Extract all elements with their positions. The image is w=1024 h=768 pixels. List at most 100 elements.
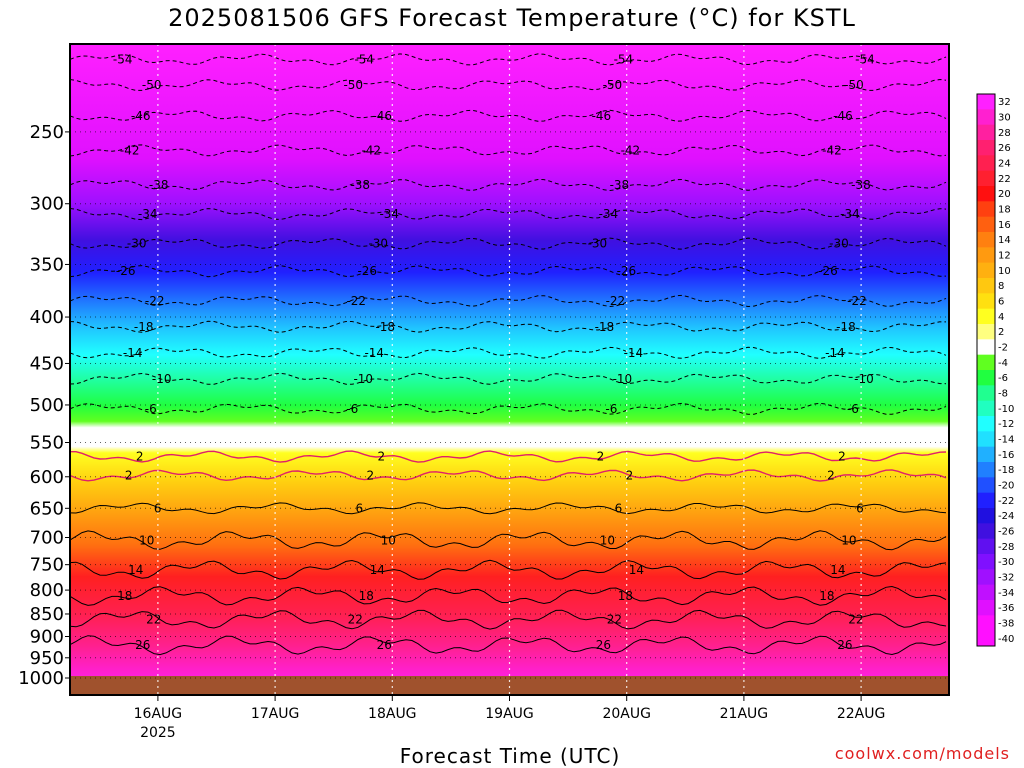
- contour-label: 14: [370, 563, 385, 577]
- contour-label: 22: [848, 613, 863, 627]
- contour-label: -46: [372, 109, 392, 123]
- x-tick-label: 21AUG: [720, 706, 769, 722]
- colorbar-swatch: [977, 600, 995, 616]
- y-tick-label: 250: [30, 122, 64, 143]
- colorbar-swatch: [977, 416, 995, 432]
- colorbar-label: -24: [998, 511, 1014, 522]
- colorbar-label: -26: [998, 527, 1014, 538]
- contour-label: -18: [375, 320, 395, 334]
- contour-lines: [70, 53, 947, 656]
- contour-label: -50: [844, 78, 864, 92]
- x-tick-label: 17AUG: [251, 706, 300, 722]
- y-tick-label: 300: [30, 194, 64, 215]
- contour-labels: -54 -54 -54 -54 -50 -50 -50 -50 -46 -46 -46 -46 -42 -…: [113, 52, 875, 652]
- colorbar-label: -14: [998, 435, 1014, 446]
- colorbar-swatch: [977, 554, 995, 570]
- contour-label: -38: [610, 178, 630, 192]
- colorbar-swatch: [977, 278, 995, 294]
- colorbar-label: -22: [998, 496, 1014, 507]
- colorbar-swatch: [977, 308, 995, 325]
- colorbar-swatch: [977, 400, 995, 417]
- colorbar-swatch: [977, 324, 995, 340]
- colorbar-label: -36: [998, 603, 1014, 614]
- contour-line: [70, 372, 947, 385]
- contour-label: 2: [838, 450, 846, 464]
- colorbar-swatch: [977, 216, 995, 233]
- contour-label: -18: [836, 320, 856, 334]
- contour-label: 2: [626, 468, 634, 482]
- contour-label: -50: [343, 78, 363, 92]
- colorbar-swatch: [977, 354, 995, 371]
- contour-label: -26: [617, 264, 637, 278]
- contour-label: -6: [145, 402, 157, 416]
- contour-label: 6: [856, 501, 864, 515]
- y-axis: 2503003504004505005506006507007508008509…: [18, 122, 70, 689]
- contour-label: -42: [120, 143, 140, 157]
- x-tick-label: 19AUG: [485, 706, 534, 722]
- colorbar-swatch: [977, 140, 995, 156]
- colorbar-label: 8: [998, 281, 1004, 292]
- contour-line: [70, 585, 947, 606]
- colorbar-swatch: [977, 201, 995, 218]
- contour-line: [70, 320, 947, 333]
- y-tick-label: 400: [30, 307, 64, 328]
- contour-label: -14: [123, 346, 143, 360]
- colorbar-label: 2: [998, 327, 1004, 338]
- contour-label: -26: [818, 264, 838, 278]
- colorbar-label: 4: [998, 312, 1004, 323]
- colorbar-swatch: [977, 477, 995, 494]
- contour-label: -42: [822, 143, 842, 157]
- colorbar-label: -16: [998, 450, 1014, 461]
- contour-label: 2: [597, 450, 605, 464]
- contour-label: 14: [629, 563, 644, 577]
- colorbar-swatch: [977, 339, 995, 356]
- contour-label: -38: [851, 178, 871, 192]
- y-tick-label: 450: [30, 353, 64, 374]
- contour-label: -34: [599, 207, 619, 221]
- y-tick-label: 650: [30, 498, 64, 519]
- colorbar-swatch: [977, 615, 995, 632]
- colorbar-label: 22: [998, 174, 1011, 185]
- contour-label: 26: [837, 638, 852, 652]
- colorbar-label: -18: [998, 465, 1014, 476]
- colorbar-label: -28: [998, 542, 1014, 553]
- contour-label: 26: [135, 638, 150, 652]
- contour-label: -6: [847, 402, 859, 416]
- contour-label: 26: [377, 638, 392, 652]
- colorbar-label: 10: [998, 266, 1011, 277]
- contour-label: -18: [134, 320, 154, 334]
- temperature-field: [70, 44, 949, 678]
- y-tick-label: 850: [30, 604, 64, 625]
- contour-line: [70, 530, 947, 551]
- y-tick-label: 550: [30, 432, 64, 453]
- x-axis-title: Forecast Time (UTC): [399, 744, 621, 768]
- contour-label: 18: [618, 589, 633, 603]
- colorbar-label: -2: [998, 343, 1008, 354]
- colorbar-label: 26: [998, 143, 1011, 154]
- colorbar-swatch: [977, 431, 995, 448]
- colorbar-swatch: [977, 293, 995, 310]
- contour-label: -14: [624, 346, 644, 360]
- colorbar-swatch: [977, 262, 995, 279]
- colorbar-label: -6: [998, 373, 1008, 384]
- contour-label: -22: [606, 294, 626, 308]
- colorbar-swatch: [977, 186, 995, 202]
- contour-label: 18: [359, 589, 374, 603]
- y-tick-label: 900: [30, 626, 64, 647]
- colorbar-swatch: [977, 538, 995, 555]
- contour-label: 2: [136, 450, 144, 464]
- contour-line: [70, 294, 947, 308]
- contour-label: 10: [139, 533, 154, 547]
- contour-label: -54: [614, 52, 634, 66]
- contour-line: [70, 208, 947, 221]
- colorbar-swatch: [977, 170, 995, 187]
- contour-label: 22: [607, 613, 622, 627]
- contour-label: -10: [353, 372, 373, 386]
- contour-label: 2: [366, 468, 374, 482]
- contour-label: -46: [833, 109, 853, 123]
- contour-line: [70, 609, 947, 630]
- contour-label: -42: [361, 143, 381, 157]
- colorbar-swatch: [977, 94, 995, 110]
- contour-line: [70, 237, 947, 250]
